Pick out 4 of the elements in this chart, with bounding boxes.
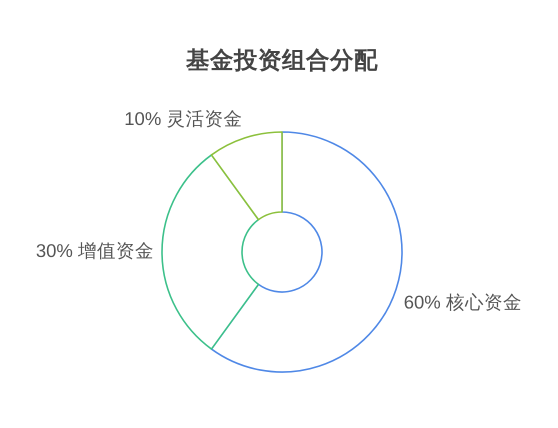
chart-title: 基金投资组合分配 [185,47,379,73]
slice-label: 10% 灵活资金 [124,108,242,130]
slice-label: 60% 核心资金 [404,291,522,312]
slice-label: 30% 增值资金 [36,240,154,261]
